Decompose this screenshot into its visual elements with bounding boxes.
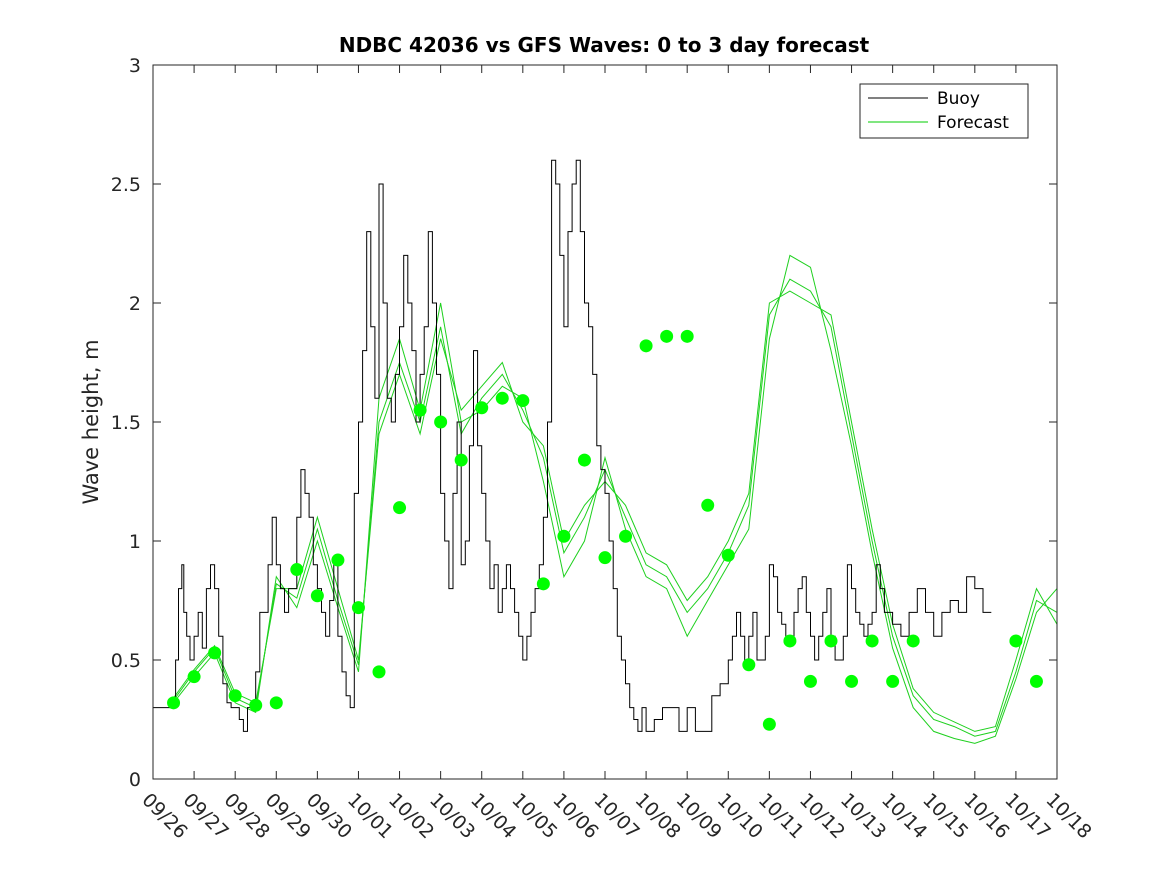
forecast-point <box>310 589 324 603</box>
forecast-point <box>454 453 468 467</box>
forecast-point <box>187 670 201 684</box>
forecast-point <box>557 529 571 543</box>
buoy-series <box>153 159 992 732</box>
forecast-point <box>845 674 859 688</box>
forecast-point <box>598 551 612 565</box>
forecast-point <box>495 391 509 405</box>
forecast-point <box>865 634 879 648</box>
y-tick-label: 0 <box>129 769 141 791</box>
y-tick-label: 1 <box>129 531 141 553</box>
forecast-point <box>660 329 674 343</box>
y-axis: 0 0.5 1 1.5 2 2.5 3 <box>111 55 1057 791</box>
forecast-point <box>351 601 365 615</box>
forecast-point <box>783 634 797 648</box>
forecast-point <box>639 339 653 353</box>
forecast-point <box>824 634 838 648</box>
legend: Buoy Forecast <box>859 83 1029 139</box>
forecast-point <box>619 529 633 543</box>
y-axis-label: Wave height, m <box>79 339 103 504</box>
forecast-point <box>803 674 817 688</box>
forecast-points <box>167 329 1043 731</box>
legend-box <box>859 83 1029 139</box>
chart-title: NDBC 42036 vs GFS Waves: 0 to 3 day fore… <box>339 33 870 57</box>
forecast-point <box>701 498 715 512</box>
legend-forecast-label: Forecast <box>937 113 1009 133</box>
forecast-point <box>434 415 448 429</box>
forecast-point <box>413 403 427 417</box>
y-tick-label: 2 <box>129 293 141 315</box>
forecast-line <box>173 290 1058 732</box>
forecast-point <box>1009 634 1023 648</box>
forecast-point <box>167 696 181 710</box>
forecast-point <box>536 577 550 591</box>
forecast-point <box>516 394 530 408</box>
y-tick-label: 1.5 <box>111 412 141 434</box>
forecast-point <box>269 696 283 710</box>
forecast-lines <box>173 254 1058 744</box>
plot-frame <box>152 64 1058 780</box>
forecast-point <box>680 329 694 343</box>
y-tick-label: 2.5 <box>111 174 141 196</box>
forecast-point <box>228 689 242 703</box>
legend-buoy-label: Buoy <box>937 89 980 109</box>
forecast-point <box>1029 674 1043 688</box>
forecast-point <box>906 634 920 648</box>
forecast-point <box>762 717 776 731</box>
forecast-point <box>208 646 222 660</box>
y-tick-label: 3 <box>129 55 141 77</box>
forecast-point <box>372 665 386 679</box>
y-tick-label: 0.5 <box>111 650 141 672</box>
forecast-point <box>249 698 263 712</box>
plot-area <box>153 65 1057 779</box>
forecast-point <box>721 548 735 562</box>
forecast-point <box>331 553 345 567</box>
plot-background <box>153 65 1057 779</box>
forecast-point <box>886 674 900 688</box>
forecast-point <box>393 501 407 515</box>
forecast-point <box>577 453 591 467</box>
forecast-point <box>290 563 304 577</box>
forecast-point <box>742 658 756 672</box>
forecast-point <box>475 401 489 415</box>
buoy-line <box>153 159 992 732</box>
